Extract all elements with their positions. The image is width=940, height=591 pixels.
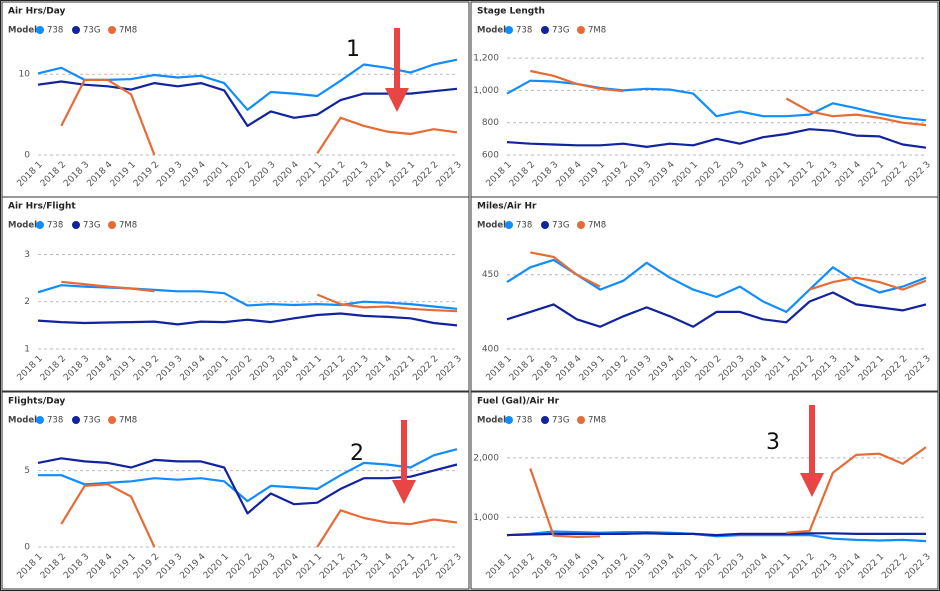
y-tick-label: 10 xyxy=(19,70,31,80)
legend-swatch xyxy=(541,416,549,424)
legend-swatch xyxy=(72,416,80,424)
legend-swatch xyxy=(577,221,585,229)
y-tick-label: 1,000 xyxy=(473,513,499,523)
legend-label: 738 xyxy=(47,221,63,231)
series-line xyxy=(60,483,458,548)
y-tick-label: 450 xyxy=(482,270,499,280)
legend-swatch xyxy=(505,221,513,229)
legend-swatch xyxy=(108,221,116,229)
annotation: 2 xyxy=(350,441,364,466)
panel xyxy=(470,1,939,198)
y-tick-label: 2 xyxy=(24,297,30,307)
y-tick-label: 0 xyxy=(24,543,30,553)
chart-title: Fuel (Gal)/Air Hr xyxy=(477,397,560,407)
legend-title: Model xyxy=(8,221,37,231)
series-line xyxy=(37,457,458,515)
legend-label: 73G xyxy=(552,221,569,231)
legend-label: 738 xyxy=(516,221,532,231)
series-line xyxy=(506,532,926,537)
legend-label: 73G xyxy=(552,416,569,426)
y-tick-label: 3 xyxy=(24,250,30,260)
legend-swatch xyxy=(36,26,44,34)
series-line xyxy=(37,312,458,327)
y-tick-label: 1,000 xyxy=(473,86,499,96)
legend-label: 73G xyxy=(83,416,100,426)
legend-swatch xyxy=(541,221,549,229)
legend-swatch xyxy=(36,221,44,229)
y-tick-label: 1 xyxy=(24,345,30,355)
legend-swatch xyxy=(505,416,513,424)
y-tick-label: 5 xyxy=(24,466,30,476)
series-line xyxy=(530,69,927,127)
series-line xyxy=(530,251,927,291)
legend-title: Model xyxy=(477,221,506,231)
panel xyxy=(1,196,470,392)
panel xyxy=(470,391,939,590)
series-line xyxy=(60,78,458,156)
series-line xyxy=(61,280,458,313)
legend-swatch xyxy=(541,26,549,34)
legend-label: 73G xyxy=(83,26,100,36)
legend-swatch xyxy=(505,26,513,34)
y-tick-label: 400 xyxy=(482,345,499,355)
legend-label: 7M8 xyxy=(588,221,606,231)
chart-title: Stage Length xyxy=(477,7,545,17)
legend-label: 73G xyxy=(552,26,569,36)
legend-swatch xyxy=(72,26,80,34)
legend-label: 7M8 xyxy=(588,26,606,36)
chart-title: Air Hrs/Day xyxy=(8,7,66,17)
legend-swatch xyxy=(577,416,585,424)
legend-title: Model xyxy=(8,26,37,36)
annotation: 1 xyxy=(346,37,360,62)
series-line xyxy=(38,448,458,503)
legend-swatch xyxy=(577,26,585,34)
legend-swatch xyxy=(36,416,44,424)
y-tick-label: 800 xyxy=(482,118,499,128)
y-tick-label: 600 xyxy=(482,151,499,161)
legend-label: 7M8 xyxy=(119,416,137,426)
legend-swatch xyxy=(72,221,80,229)
legend-title: Model xyxy=(8,416,37,426)
legend-title: Model xyxy=(477,26,506,36)
series-line xyxy=(506,530,927,543)
y-tick-label: 1,200 xyxy=(473,54,499,64)
legend-label: 738 xyxy=(47,416,63,426)
chart-title: Miles/Air Hr xyxy=(477,202,537,212)
y-tick-label: 2,000 xyxy=(473,453,499,463)
series-line xyxy=(506,128,927,149)
panel xyxy=(1,391,470,590)
y-tick-label: 0 xyxy=(24,151,30,161)
legend-title: Model xyxy=(477,416,506,426)
legend-label: 738 xyxy=(516,416,532,426)
series-line xyxy=(506,291,927,328)
annotation: 3 xyxy=(766,430,780,455)
legend-swatch xyxy=(108,26,116,34)
series-line xyxy=(529,446,927,538)
legend-swatch xyxy=(108,416,116,424)
legend-label: 7M8 xyxy=(588,416,606,426)
legend-label: 7M8 xyxy=(119,221,137,231)
legend-label: 73G xyxy=(83,221,100,231)
legend-label: 7M8 xyxy=(119,26,137,36)
legend-label: 738 xyxy=(47,26,63,36)
legend-label: 738 xyxy=(516,26,532,36)
chart-title: Flights/Day xyxy=(8,397,65,407)
chart-title: Air Hrs/Flight xyxy=(8,202,76,212)
